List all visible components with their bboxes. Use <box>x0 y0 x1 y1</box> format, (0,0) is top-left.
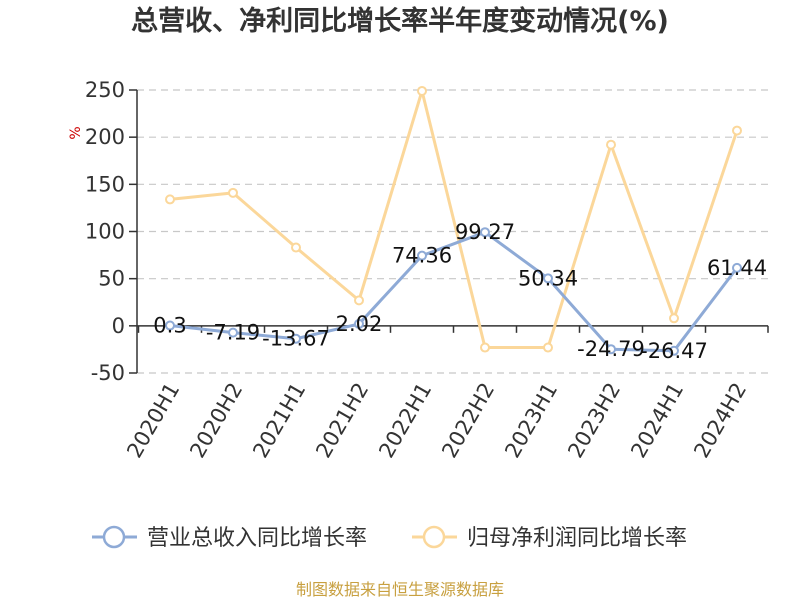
y-tick-label: 100 <box>85 220 125 244</box>
x-tick-label: 2024H2 <box>689 379 751 463</box>
series-line-1 <box>169 230 739 353</box>
data-label: -24.79 <box>577 337 645 361</box>
x-tick-label: 2020H1 <box>122 379 184 463</box>
data-point[interactable] <box>291 242 301 253</box>
data-point[interactable] <box>606 139 616 150</box>
data-point[interactable] <box>165 194 175 205</box>
data-point[interactable] <box>669 313 679 324</box>
data-point[interactable] <box>165 320 175 331</box>
y-axis-unit: % <box>68 126 84 139</box>
legend-marker <box>102 525 126 549</box>
data-point[interactable] <box>543 342 553 353</box>
series-lines <box>165 85 742 356</box>
data-label: 61.44 <box>707 256 767 280</box>
x-tick-label: 2021H2 <box>311 379 373 463</box>
data-label: 2.02 <box>336 312 383 336</box>
y-tick-label: 200 <box>85 125 125 149</box>
data-point[interactable] <box>732 125 742 136</box>
y-tick-label: -50 <box>91 361 125 385</box>
legend-item-1[interactable]: 营业总收入同比增长率 <box>92 525 367 551</box>
data-point[interactable] <box>228 187 238 198</box>
data-point[interactable] <box>480 342 490 353</box>
legend-marker <box>422 525 446 549</box>
data-point[interactable] <box>480 227 490 238</box>
x-tick-label: 2024H1 <box>626 379 688 463</box>
legend-label: 营业总收入同比增长率 <box>147 526 367 551</box>
data-label: -13.67 <box>262 327 330 351</box>
data-label: 74.36 <box>392 244 452 268</box>
data-point[interactable] <box>354 295 364 306</box>
legend[interactable]: 营业总收入同比增长率 归母净利润同比增长率 <box>92 525 687 551</box>
legend-label: 归母净利润同比增长率 <box>467 526 687 551</box>
chart-title: 总营收、净利同比增长率半年度变动情况(%) <box>131 5 669 37</box>
source-note: 制图数据来自恒生聚源数据库 <box>296 580 504 599</box>
data-point[interactable] <box>417 250 427 261</box>
data-label: -7.19 <box>206 321 260 345</box>
grid-lines <box>137 89 768 374</box>
data-point[interactable] <box>669 345 679 356</box>
data-label: -26.47 <box>640 339 708 363</box>
x-tick-label: 2023H1 <box>500 379 562 463</box>
data-point[interactable] <box>228 327 238 338</box>
data-point[interactable] <box>354 318 364 329</box>
x-tick-label: 2021H1 <box>248 379 310 463</box>
x-tick-label: 2020H2 <box>185 379 247 463</box>
axes: -50 0 50 100 150 200 250 2020H1 2020H2 2021H1 2021… <box>85 78 769 463</box>
series-line-2 <box>169 89 739 350</box>
legend-item-2[interactable]: 归母净利润同比增长率 <box>412 525 687 551</box>
x-tick-label: 2023H2 <box>563 379 625 463</box>
data-point[interactable] <box>543 273 553 284</box>
data-point[interactable] <box>732 262 742 273</box>
y-tick-label: 250 <box>85 78 125 102</box>
x-tick-label: 2022H2 <box>437 379 499 463</box>
y-tick-label: 150 <box>85 172 125 196</box>
y-tick-label: 50 <box>98 267 125 291</box>
x-tick-label: 2022H1 <box>374 379 436 463</box>
data-label: 99.27 <box>455 220 515 244</box>
data-point[interactable] <box>606 344 616 355</box>
data-point[interactable] <box>291 333 301 344</box>
data-label: 0.3 <box>153 314 186 338</box>
data-point[interactable] <box>417 85 427 96</box>
data-label: 50.34 <box>518 266 578 290</box>
y-tick-label: 0 <box>112 314 125 338</box>
